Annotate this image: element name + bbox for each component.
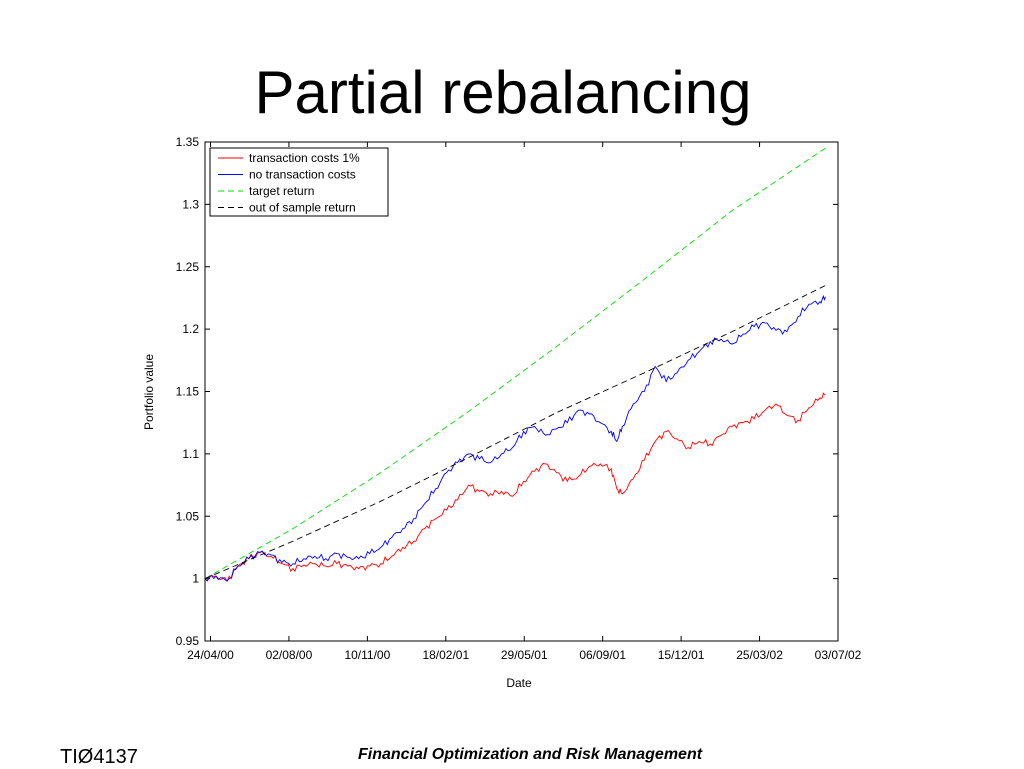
y-tick-label: 1.35 (176, 135, 200, 149)
y-tick-label: 1 (192, 572, 199, 586)
x-tick-label: 02/08/00 (266, 648, 313, 662)
y-tick-label: 1.25 (176, 260, 200, 274)
y-tick-label: 0.95 (176, 634, 200, 648)
series-line-4 (204, 285, 826, 580)
legend-label: target return (249, 184, 314, 198)
y-tick-label: 1.05 (176, 509, 200, 523)
x-axis-label: Date (506, 676, 532, 690)
x-tick-label: 18/02/01 (422, 648, 469, 662)
x-axis: 24/04/00 02/08/00 10/11/00 18/02/01 29/05/01… (187, 142, 862, 662)
x-tick-label: 06/09/01 (579, 648, 626, 662)
course-title: Financial Optimization and Risk Manageme… (358, 746, 703, 763)
legend-label: no transaction costs (249, 168, 356, 182)
y-tick-label: 1.1 (182, 447, 199, 461)
series-line-1 (204, 392, 826, 583)
y-axis: 0.95 1 1.05 1.1 1.15 1.2 1.25 1.3 1.35 (176, 135, 838, 648)
x-tick-label: 25/03/02 (736, 648, 783, 662)
y-tick-label: 1.2 (182, 322, 199, 336)
x-tick-label: 24/04/00 (187, 648, 234, 662)
x-tick-label: 03/07/02 (815, 648, 862, 662)
y-tick-label: 1.15 (176, 385, 200, 399)
legend: transaction costs 1% no transaction costs… (209, 147, 389, 217)
y-axis-label: Portfolio value (142, 354, 156, 430)
x-tick-label: 29/05/01 (501, 648, 548, 662)
x-tick-label: 15/12/01 (658, 648, 705, 662)
legend-label: out of sample return (249, 201, 356, 215)
course-code: TIØ4137 (60, 746, 138, 768)
series-group (204, 147, 826, 583)
x-tick-label: 10/11/00 (344, 648, 390, 662)
series-line-3 (204, 147, 826, 579)
y-tick-label: 1.3 (182, 197, 199, 211)
series-line-2 (204, 294, 826, 582)
legend-label: transaction costs 1% (249, 151, 360, 165)
legend-box (209, 147, 389, 217)
slide-title: Partial rebalancing (254, 59, 752, 126)
